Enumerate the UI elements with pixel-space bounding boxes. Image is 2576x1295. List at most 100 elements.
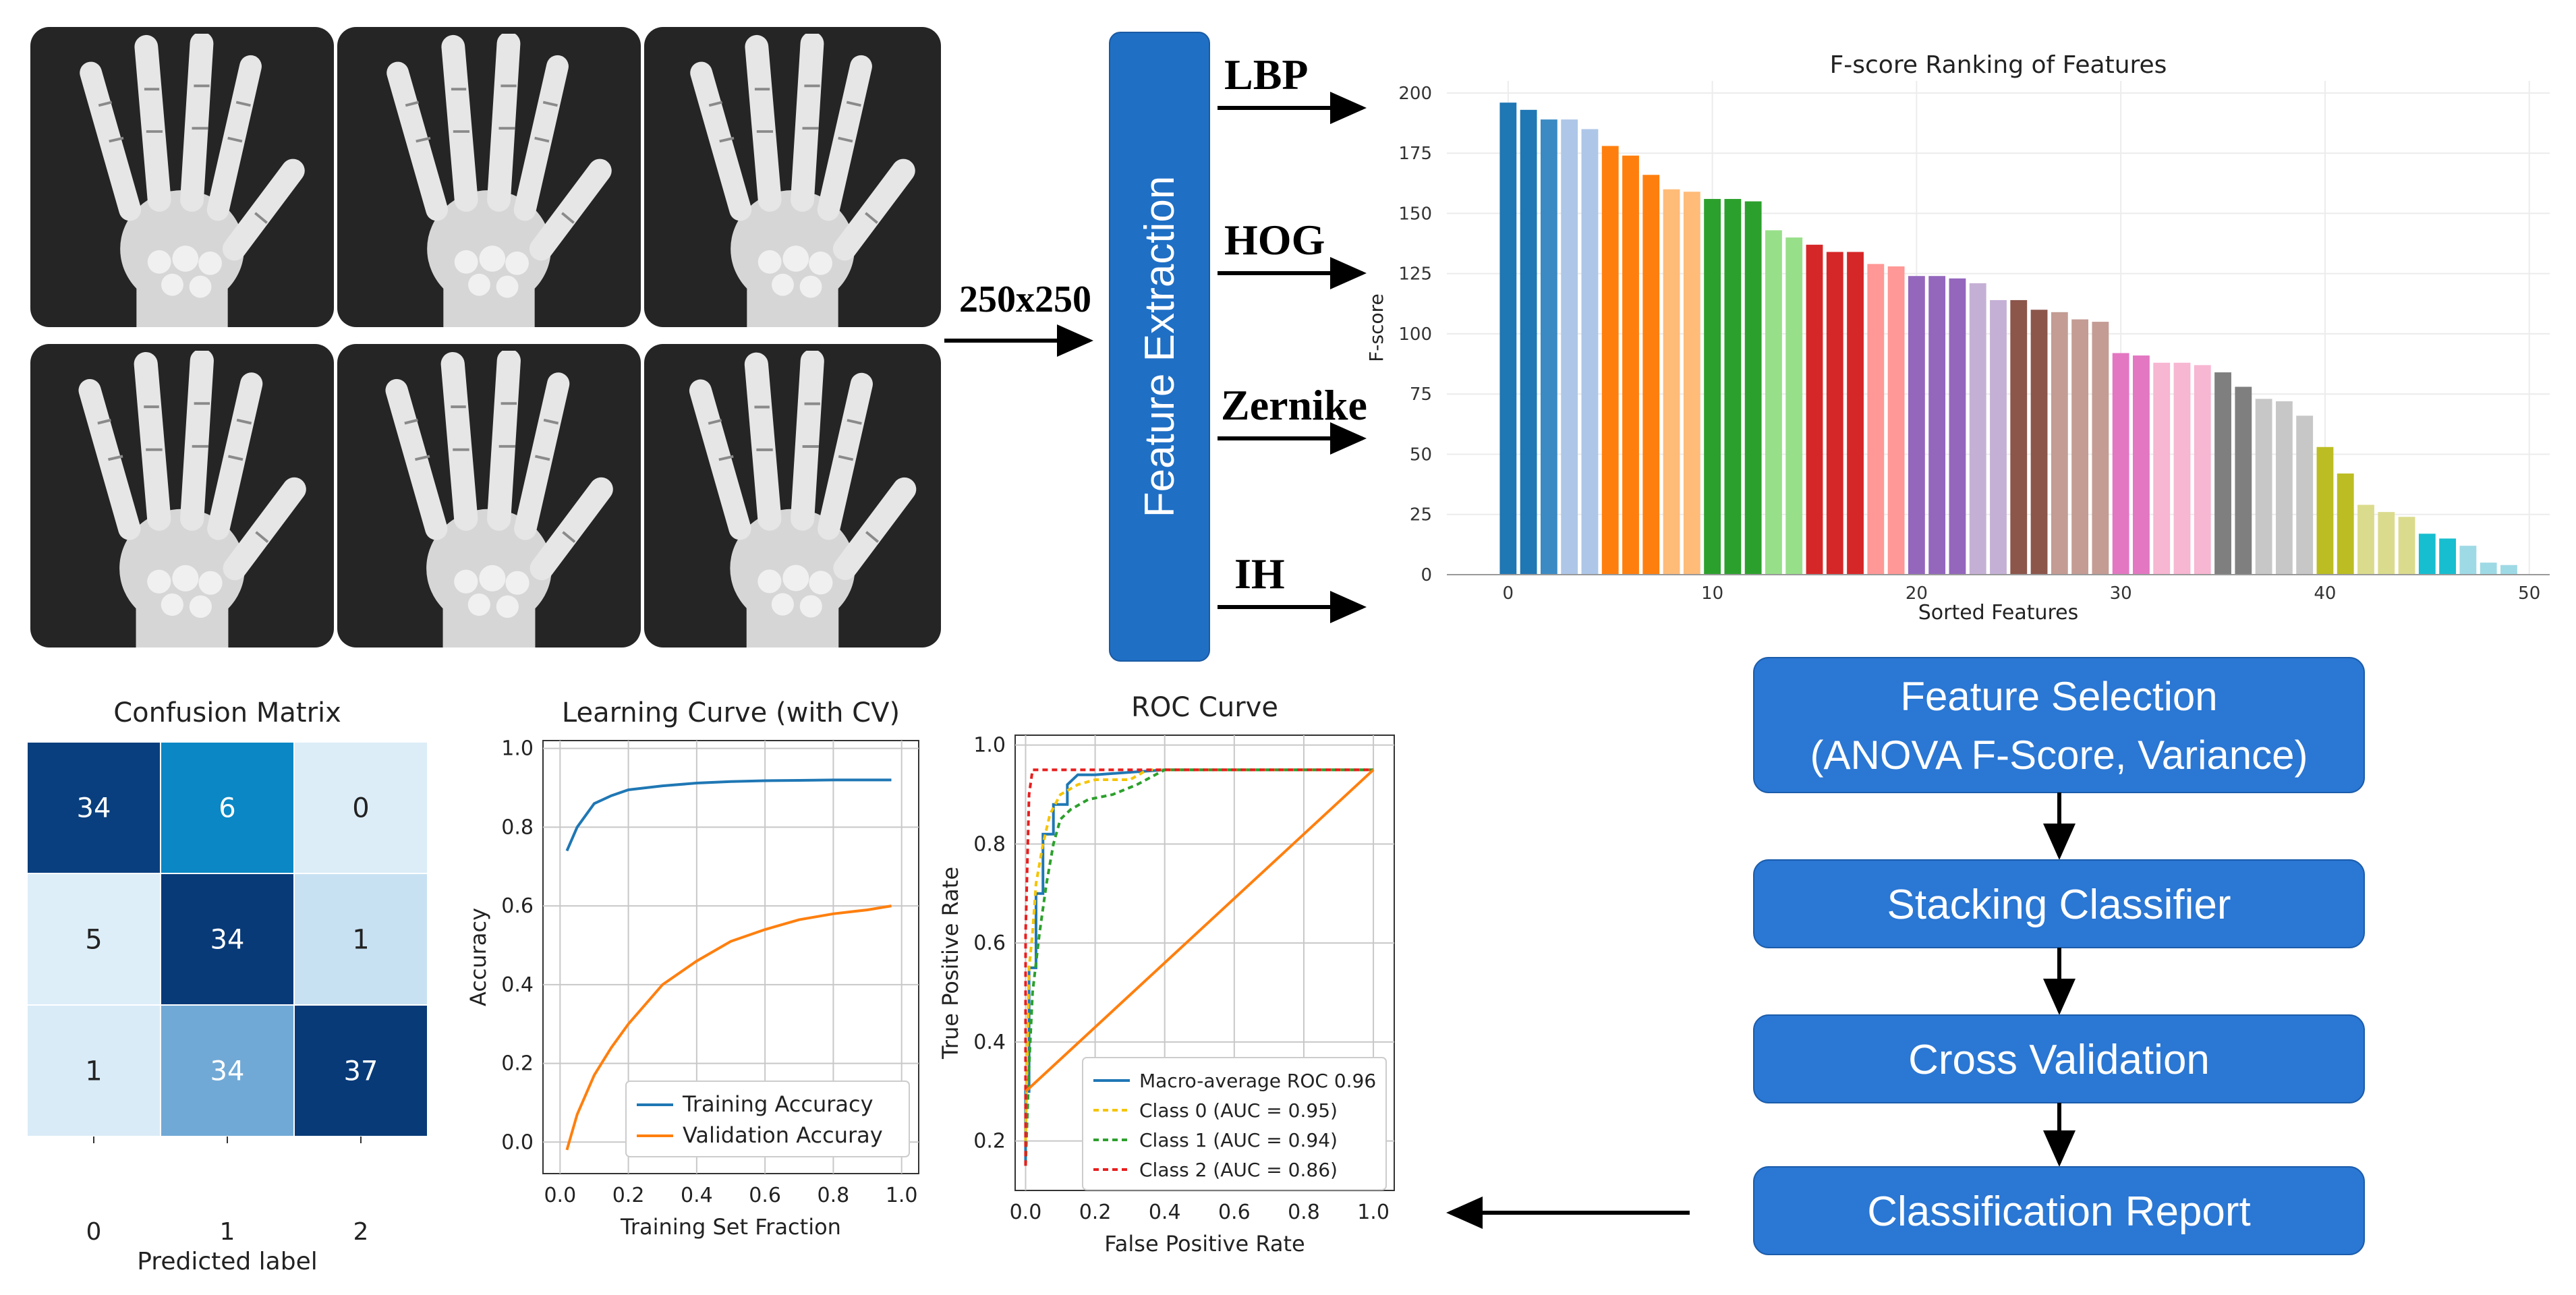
xray-image-grid	[30, 27, 941, 648]
fscore-bar	[2255, 399, 2272, 575]
confusion-cell-value: 5	[85, 925, 102, 956]
learning-curve-xtick-label: 0.4	[681, 1184, 713, 1207]
confusion-cell-value: 34	[210, 925, 245, 956]
feature-label-ih: IH	[1234, 550, 1285, 598]
roc-curve-ylabel: True Positive Rate	[938, 867, 963, 1060]
fscore-ytick-label: 50	[1410, 444, 1432, 465]
fscore-ytick-label: 75	[1410, 384, 1432, 405]
pipeline-step-4: Classification Report	[1753, 1166, 2365, 1255]
roc-curve: 0.0 0.2 0.4 0.6 0.8 1.0 0.2 0.4 0.6 0.8 1.0 ROC Cur…	[938, 692, 1395, 1257]
fscore-bar	[2092, 322, 2109, 575]
roc-curve-legend-label: Class 2 (AUC = 0.86)	[1139, 1159, 1338, 1181]
fscore-bar	[2418, 534, 2436, 575]
learning-curve-xlabel: Training Set Fraction	[620, 1214, 841, 1240]
fscore-ytick-label: 100	[1398, 324, 1432, 345]
fscore-bar	[2051, 312, 2068, 575]
confusion-cell-value: 6	[219, 793, 235, 824]
fscore-bar	[1601, 146, 1619, 575]
xray-image-2	[337, 27, 641, 327]
learning-curve-ytick-label: 0.8	[501, 815, 534, 839]
fscore-bar	[1499, 103, 1517, 575]
resize-label: 250x250	[959, 279, 1091, 320]
learning-curve-series-line	[565, 778, 892, 852]
pipeline-flow: Feature Selection (ANOVA F-Score, Varianc…	[1753, 657, 2365, 1255]
fscore-bar	[1765, 230, 1782, 575]
feature-extraction-label: Feature Extraction	[1137, 176, 1183, 518]
fscore-bar	[1990, 299, 2007, 575]
confusion-cell	[160, 741, 295, 874]
fscore-bar	[1520, 109, 1537, 575]
xray-image-5	[337, 344, 641, 648]
fscore-ytick-label: 200	[1398, 84, 1432, 104]
fscore-bar	[2500, 565, 2517, 575]
fscore-bar	[2194, 365, 2211, 575]
fscore-bar	[2010, 299, 2028, 575]
learning-curve-ytick-label: 0.4	[501, 973, 534, 997]
fscore-bar	[1642, 175, 1660, 575]
fscore-xtick-label: 30	[2110, 583, 2132, 604]
roc-curve-series-line	[1024, 768, 1374, 1166]
roc-curve-xlabel: False Positive Rate	[1104, 1231, 1305, 1257]
confusion-cell	[293, 741, 428, 874]
feature-label-zernike: Zernike	[1221, 381, 1367, 429]
fscore-xtick-label: 50	[2518, 583, 2540, 604]
roc-curve-series-line	[1024, 768, 1374, 1166]
roc-curve-ytick-label: 0.2	[973, 1130, 1006, 1153]
fscore-bar	[2357, 505, 2374, 575]
pipeline-label: Stacking Classifier	[1887, 882, 2231, 928]
roc-curve-legend-label: Class 0 (AUC = 0.95)	[1139, 1099, 1338, 1122]
learning-curve-ytick-label: 1.0	[501, 737, 534, 761]
confusion-cell	[26, 1004, 161, 1137]
roc-curve-xtick-label: 0.6	[1218, 1201, 1251, 1224]
fscore-bar	[1540, 119, 1557, 575]
fscore-bar	[1622, 155, 1639, 575]
learning-curve-ytick-label: 0.6	[501, 894, 534, 918]
learning-curve-ytick-label: 0.2	[501, 1052, 534, 1076]
confusion-cell-value: 1	[352, 925, 369, 956]
fscore-bar	[2337, 473, 2354, 575]
fscore-bar	[2153, 362, 2171, 575]
feature-extraction-box	[1109, 32, 1210, 662]
learning-curve-legend-label: Validation Accuray	[683, 1122, 883, 1148]
roc-curve-legend: Macro-average ROC 0.96 Class 0 (AUC = 0.9…	[1082, 1057, 1387, 1190]
fscore-xtick-label: 0	[1503, 583, 1514, 604]
confusion-cell	[160, 1004, 295, 1137]
confusion-cell	[293, 873, 428, 1006]
fscore-bar	[1908, 276, 1925, 575]
learning-curve-xtick-label: 0.2	[612, 1184, 645, 1207]
fscore-ytick-label: 25	[1410, 505, 1432, 525]
fscore-bar	[1867, 264, 1885, 575]
fscore-bar	[2378, 512, 2395, 575]
fscore-bar	[2459, 546, 2477, 575]
roc-curve-title: ROC Curve	[1131, 692, 1278, 723]
fscore-bar	[1785, 237, 1803, 575]
learning-curve-title: Learning Curve (with CV)	[562, 697, 900, 728]
roc-curve-ytick-label: 0.8	[973, 832, 1006, 856]
learning-curve: 0.0 0.2 0.4 0.6 0.8 1.0 0.0 0.2 0.4 0.6 0.8 1.0 Lear…	[465, 697, 919, 1240]
fscore-ytick-label: 150	[1398, 204, 1432, 224]
pipeline-label: Classification Report	[1867, 1188, 2251, 1235]
fscore-bar	[2071, 319, 2089, 575]
learning-curve-ytick-label: 0.0	[501, 1130, 534, 1154]
fscore-bar	[2173, 362, 2191, 575]
confusion-xtick-label: 1	[220, 1218, 235, 1246]
fscore-chart: 0 25 50 75 100 125 150 175 200 0 10 20 30 40 50 F-score…	[1365, 51, 2550, 625]
fscore-bar	[1581, 129, 1599, 575]
fscore-bar	[1663, 189, 1680, 575]
fscore-ytick-label: 125	[1398, 264, 1432, 285]
learning-curve-xtick-label: 1.0	[886, 1184, 918, 1207]
fscore-xtick-label: 10	[1701, 583, 1723, 604]
fscore-xtick-label: 20	[1906, 583, 1928, 604]
fscore-bar	[1561, 119, 1578, 575]
fscore-bar	[1683, 192, 1700, 575]
fscore-bar	[2030, 310, 2048, 575]
learning-curve-xtick-label: 0.8	[818, 1184, 850, 1207]
roc-curve-xtick-label: 0.2	[1079, 1201, 1112, 1224]
pipeline-label: Feature Selection	[1900, 674, 2217, 719]
confusion-xtick-label: 2	[353, 1218, 369, 1246]
fscore-bar	[1887, 266, 1905, 575]
roc-curve-ytick-label: 0.6	[973, 931, 1006, 955]
fscore-bar	[2133, 355, 2150, 575]
fscore-bar	[2316, 447, 2334, 575]
confusion-matrix: 34 6 0 5 34 1 1 34 37 Confusion Matrix 0 1 2 Predicte…	[26, 697, 428, 1275]
